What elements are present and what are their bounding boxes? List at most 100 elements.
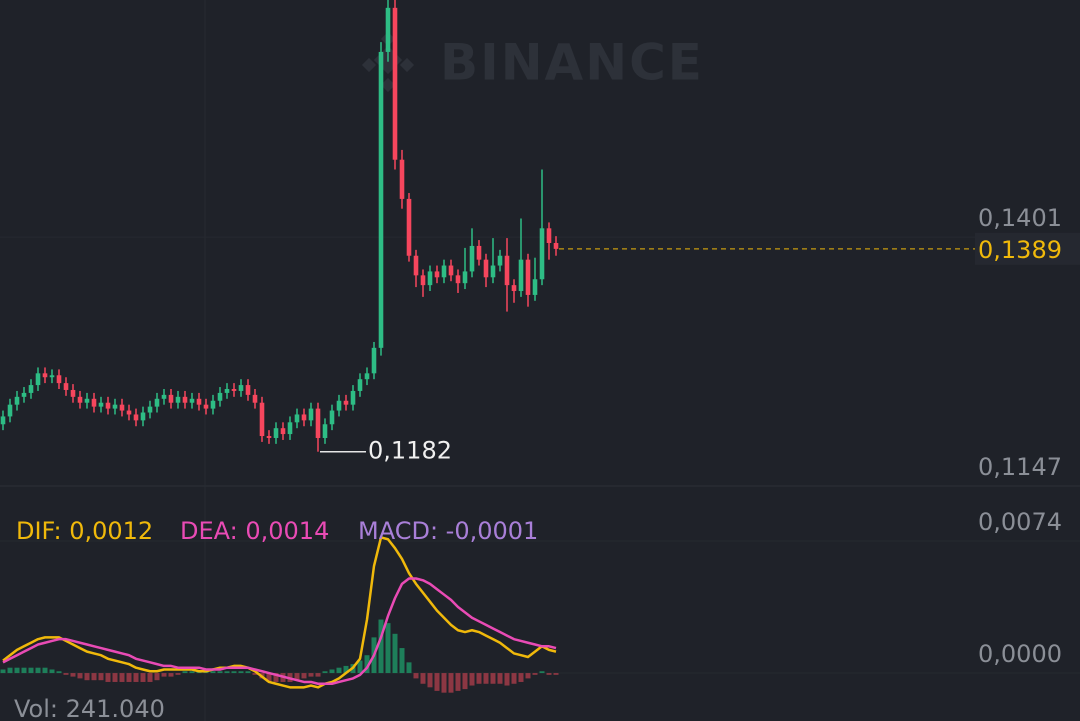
candle-body [294, 414, 300, 423]
macd-bar [133, 673, 139, 682]
candle-body [35, 373, 41, 386]
macd-bar [182, 671, 188, 674]
macd-bar [532, 673, 538, 675]
annotation-label: 0,1182 [368, 437, 452, 465]
macd-bar [511, 673, 517, 684]
candle-body [238, 385, 244, 391]
macd-bar [455, 673, 461, 691]
macd-bar [147, 673, 153, 682]
candle-body [413, 255, 419, 276]
macd-bar [448, 673, 454, 693]
candle-body [21, 392, 27, 397]
macd-bar [28, 667, 34, 674]
candle-body [518, 259, 524, 292]
candle-body [504, 255, 510, 286]
candle-body [112, 404, 118, 409]
macd-bar [161, 673, 167, 677]
macd-bar [245, 671, 251, 674]
macd-bar [273, 673, 279, 682]
candle-body [168, 394, 174, 403]
macd-bar [546, 673, 552, 675]
macd-bar [301, 673, 307, 679]
macd-bar [266, 673, 272, 682]
candle-body [532, 279, 538, 295]
candle-body [84, 398, 90, 403]
candle-body [259, 402, 265, 437]
candle-body [91, 398, 97, 407]
macd-bar [56, 671, 62, 674]
macd-bar [231, 671, 237, 674]
candle-body [273, 428, 279, 438]
candle-body [420, 275, 426, 286]
candle-body [161, 394, 167, 399]
candle-body [147, 406, 153, 413]
y-tick-label: 0,0074 [978, 508, 1062, 536]
macd-bar [70, 673, 76, 677]
legend-entry: DEA: 0,0014 [180, 517, 329, 545]
macd-bar [518, 673, 524, 682]
candle-body [7, 404, 13, 417]
candle-body [210, 400, 216, 409]
macd-bar [63, 673, 69, 675]
candle-body [182, 396, 188, 403]
candle-body [511, 285, 517, 292]
macd-bar [469, 673, 475, 686]
macd-bar [490, 673, 496, 684]
macd-bar [35, 667, 41, 674]
candle-body [126, 410, 132, 415]
candle-body [14, 396, 20, 405]
macd-bar [329, 669, 335, 674]
macd-bar [385, 623, 391, 674]
candle-body [350, 390, 356, 405]
macd-bar [0, 669, 6, 674]
candle-body [280, 428, 286, 435]
candle-body [483, 259, 489, 278]
candle-body [371, 347, 377, 374]
candle-body [406, 198, 412, 256]
candle-body [231, 388, 237, 391]
macd-bar [294, 673, 300, 681]
macd-bar [357, 660, 363, 674]
candle-body [196, 398, 202, 405]
macd-bar [112, 673, 118, 682]
macd-bar [140, 673, 146, 682]
candle-body [476, 245, 482, 260]
candle-body [399, 159, 405, 199]
candle-body [378, 51, 384, 348]
macd-bar [525, 673, 531, 679]
candle-body [189, 398, 195, 403]
macd-bar [392, 633, 398, 674]
macd-bar [210, 671, 216, 674]
candle-body [490, 265, 496, 278]
macd-bar [77, 673, 83, 679]
last-price-box [975, 232, 1080, 265]
candle-body [553, 243, 559, 249]
candle-body [497, 255, 503, 266]
macd-bar [49, 669, 55, 674]
candle-body [427, 271, 433, 286]
candle-body [364, 373, 370, 380]
macd-bar [189, 671, 195, 674]
last-price-label: 0,1389 [978, 236, 1062, 264]
macd-bar [399, 648, 405, 674]
candle-body [49, 375, 55, 378]
macd-bar [252, 673, 258, 675]
macd-bar [14, 667, 20, 674]
macd-bar [476, 673, 482, 684]
candle-body [539, 228, 545, 280]
macd-bar [364, 655, 370, 674]
candle-body [245, 385, 251, 395]
candle-body [63, 383, 69, 390]
legend-entry: DIF: 0,0012 [16, 517, 153, 545]
macd-bar [119, 673, 125, 682]
candle-body [154, 398, 160, 407]
candle-body [336, 400, 342, 411]
candle-body [266, 436, 272, 438]
candle-body [140, 412, 146, 421]
macd-bar [7, 667, 13, 674]
candle-body [105, 402, 111, 409]
macd-bar [126, 673, 132, 682]
macd-bar [336, 667, 342, 674]
